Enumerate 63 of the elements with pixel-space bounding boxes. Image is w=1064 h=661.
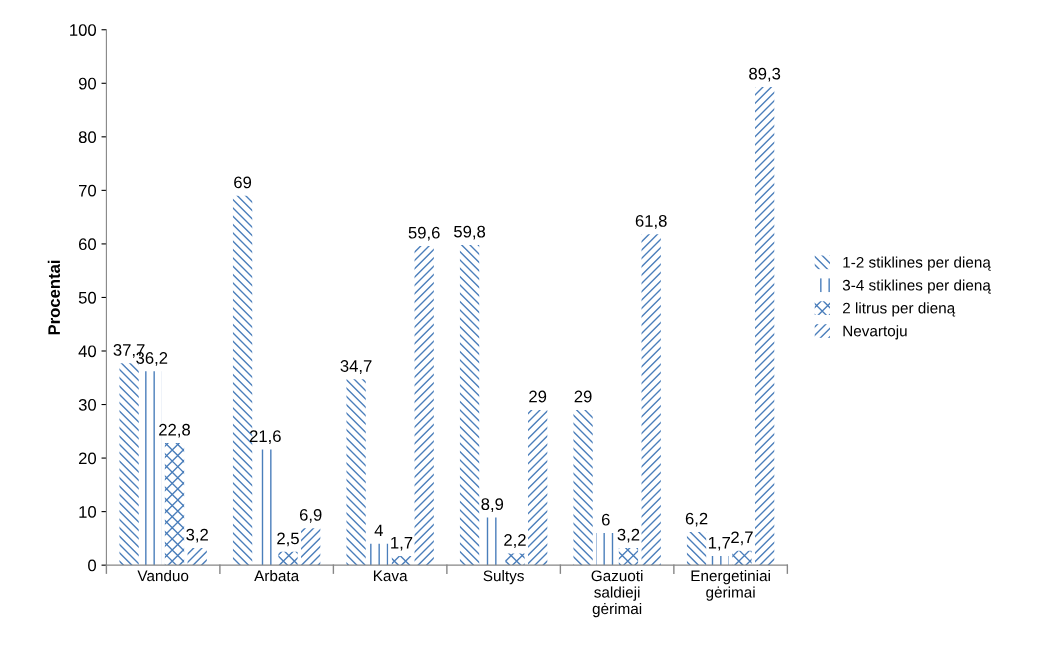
bar xyxy=(732,550,752,566)
bar xyxy=(596,533,616,566)
bar xyxy=(301,528,321,566)
legend-label: 1-2 stiklines per dieną xyxy=(843,256,991,271)
y-tick-label: 30 xyxy=(78,398,97,411)
data-label: 21,6 xyxy=(249,430,281,445)
data-label: 61,8 xyxy=(635,215,667,229)
bar xyxy=(505,553,525,566)
bar xyxy=(686,531,707,566)
y-tick-label: 100 xyxy=(70,24,97,36)
data-label: 2,7 xyxy=(731,531,753,546)
bar xyxy=(618,548,639,566)
bar xyxy=(459,244,480,566)
data-label: 6,9 xyxy=(299,508,322,523)
y-tick-label: 40 xyxy=(78,345,97,358)
data-label: 6,2 xyxy=(685,512,708,527)
data-label: 89,3 xyxy=(749,67,781,82)
data-label: 6 xyxy=(601,513,610,526)
legend-label: 2 litrus per dieną xyxy=(843,302,956,317)
bar xyxy=(187,548,207,566)
legend-label: Nevartoju xyxy=(843,325,907,340)
bar xyxy=(369,543,389,566)
data-label: 34,7 xyxy=(340,360,372,374)
data-label: 8,9 xyxy=(481,498,504,513)
bar xyxy=(346,379,366,566)
y-tick-label: 0 xyxy=(88,559,97,572)
x-tick-label: Gazuoti saldieji gėrimai xyxy=(591,570,643,618)
data-label: 29 xyxy=(574,390,592,403)
data-label: 4 xyxy=(374,524,383,537)
y-tick-label: 90 xyxy=(78,77,97,90)
bar xyxy=(278,551,298,566)
bar xyxy=(164,443,185,566)
y-tick-label: 80 xyxy=(78,131,97,144)
data-label: 22,8 xyxy=(159,423,190,438)
bar xyxy=(573,409,593,566)
bar xyxy=(709,556,729,566)
x-tick-label: Kava xyxy=(373,570,408,582)
x-tick-label: Vanduo xyxy=(137,570,189,582)
data-label: 1,7 xyxy=(391,536,413,551)
data-label: 1,7 xyxy=(708,536,731,551)
y-tick-label: 20 xyxy=(78,452,97,465)
y-tick-label: 70 xyxy=(79,184,97,197)
x-tick-label: Sultys xyxy=(483,570,524,585)
y-axis-title: Procentai xyxy=(47,260,61,335)
x-tick-label: Arbata xyxy=(254,570,300,582)
x-tick-label: Energetiniai gėrimai xyxy=(691,570,770,601)
legend-label: 3-4 stiklines per dieną xyxy=(842,279,991,294)
y-tick-label: 10 xyxy=(79,506,97,518)
y-tick-label: 60 xyxy=(78,238,97,251)
data-label: 29 xyxy=(529,390,547,403)
bar xyxy=(414,246,434,566)
bar xyxy=(641,234,661,566)
bar xyxy=(528,409,548,566)
data-label: 59,6 xyxy=(408,226,440,241)
data-label: 2,5 xyxy=(277,532,299,547)
bar xyxy=(391,556,412,566)
bar xyxy=(755,87,775,566)
data-label: 69 xyxy=(234,176,252,189)
data-label: 59,8 xyxy=(454,225,486,240)
data-label: 3,2 xyxy=(186,528,208,543)
data-label: 2,2 xyxy=(504,534,526,548)
data-label: 3,2 xyxy=(617,528,640,543)
y-tick-label: 50 xyxy=(78,291,97,304)
